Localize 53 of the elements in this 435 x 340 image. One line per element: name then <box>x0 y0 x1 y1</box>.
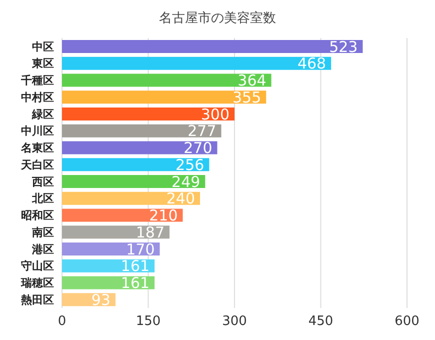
bar <box>62 141 218 154</box>
y-tick-label: 天白区 <box>20 158 54 172</box>
bar <box>62 208 183 222</box>
x-tick-label: 450 <box>308 314 334 330</box>
x-tick-label: 0 <box>58 314 66 330</box>
y-tick-label: 中区 <box>32 40 54 54</box>
data-label: 93 <box>91 290 110 309</box>
bar <box>62 158 210 172</box>
y-tick-label: 昭和区 <box>21 209 54 222</box>
y-tick-label: 中村区 <box>21 90 54 104</box>
data-label: 187 <box>136 223 165 242</box>
y-tick-label: 名東区 <box>20 142 54 155</box>
bar <box>62 259 155 272</box>
data-label: 210 <box>149 206 178 225</box>
data-label: 256 <box>176 156 204 174</box>
y-tick-label: 瑞穂区 <box>20 276 54 290</box>
y-tick-label: 西区 <box>31 175 54 188</box>
x-tick-label: 300 <box>222 314 247 330</box>
x-tick-label: 600 <box>394 314 420 330</box>
bar <box>62 226 170 239</box>
bar <box>62 276 155 290</box>
bar <box>62 192 200 205</box>
bar <box>62 242 160 256</box>
y-tick-label: 南区 <box>31 226 54 239</box>
bar <box>62 124 222 138</box>
y-tick-label: 熱田区 <box>20 293 54 306</box>
y-tick-label: 北区 <box>31 192 54 206</box>
data-label: 240 <box>166 190 195 208</box>
bar <box>62 74 272 87</box>
bar <box>62 56 332 70</box>
y-tick-label: 港区 <box>31 242 54 256</box>
bar <box>62 175 206 188</box>
data-label: 355 <box>232 88 262 106</box>
y-tick-label: 中川区 <box>21 124 54 138</box>
chart-title: 名古屋市の美容室数 <box>158 10 277 28</box>
y-tick-label: 千種区 <box>20 74 54 88</box>
y-tick-label: 守山区 <box>21 260 54 273</box>
data-label: 249 <box>172 172 200 191</box>
bar <box>62 108 234 121</box>
data-label: 170 <box>126 240 155 258</box>
data-label: 468 <box>297 54 326 73</box>
bar <box>62 40 363 54</box>
data-label: 300 <box>200 105 230 124</box>
data-label: 277 <box>188 122 216 140</box>
data-label: 523 <box>329 38 358 56</box>
y-tick-label: 東区 <box>31 57 54 70</box>
data-label: 364 <box>238 72 266 90</box>
y-tick-label: 緑区 <box>31 108 54 121</box>
data-label: 161 <box>120 274 150 292</box>
data-label: 270 <box>184 139 212 158</box>
bar <box>62 90 266 104</box>
x-tick-label: 150 <box>136 314 161 330</box>
data-label: 161 <box>120 257 150 276</box>
